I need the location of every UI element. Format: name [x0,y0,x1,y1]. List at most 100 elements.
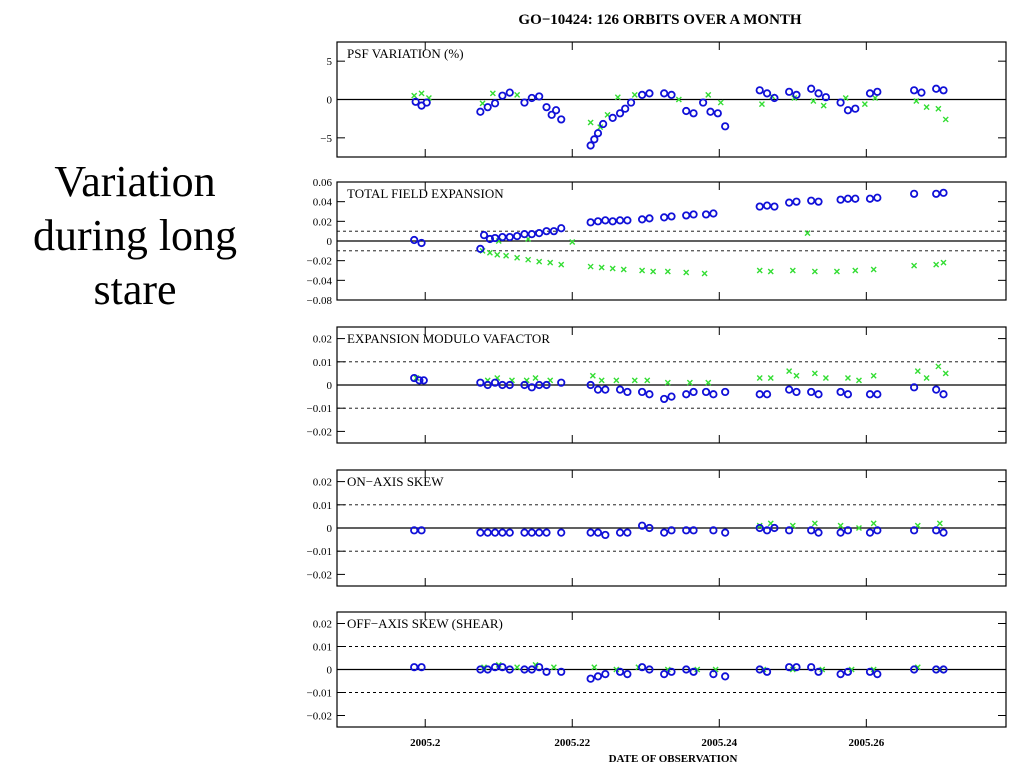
blue-point [721,122,730,131]
blue-point [932,84,941,93]
green-point [536,258,543,265]
green-point [525,256,532,263]
y-tick-label: 5 [327,56,333,68]
blue-point [535,663,544,672]
blue-point [542,528,551,537]
blue-point [557,528,566,537]
x-tick-label: 2005.26 [848,737,884,749]
blue-point [873,193,882,202]
blue-point [637,663,647,672]
blue-point [601,385,610,394]
blue-point [785,663,794,672]
blue-point [527,665,536,674]
blue-point [593,217,603,226]
blue-point [615,109,625,118]
blue-point [476,244,485,253]
blue-point [505,665,514,674]
green-point [495,661,502,668]
blue-point [623,216,632,225]
blue-point [608,217,617,226]
green-point [913,98,920,105]
blue-point [932,189,941,198]
blue-point [483,528,492,537]
blue-point [939,86,948,95]
blue-point [498,232,507,242]
blue-point [535,92,544,101]
blue-point [807,84,816,93]
green-point [870,266,877,273]
green-point [810,98,817,105]
blue-point [851,194,860,203]
blue-point [601,669,610,679]
blue-point [873,87,882,96]
blue-point [660,394,669,404]
blue-point [527,93,536,103]
blue-point [873,390,882,399]
blue-point [843,667,853,676]
blue-point [623,669,632,679]
y-tick-label: −0.02 [307,426,332,438]
blue-point [807,387,816,397]
blue-point [762,526,772,535]
blue-point [542,667,551,676]
green-point [872,94,879,101]
green-point [940,259,947,266]
panel-2: 0.06 0.04 0.02 0 −0.02 −0.04 −0.08 TOTAL FIELD … [307,177,1007,307]
blue-point [762,89,772,98]
green-point [613,666,620,673]
chart-title: GO−10424: 126 ORBITS OVER A MONTH [518,12,801,28]
blue-point [785,87,794,96]
blue-point [520,380,529,390]
blue-point [498,91,507,100]
blue-point [814,89,823,98]
panel-title: TOTAL FIELD EXPANSION [347,186,504,201]
y-tick-label: −0.01 [307,546,332,558]
green-point [923,104,930,111]
blue-point [792,387,801,397]
blue-point [645,89,654,98]
green-point [587,263,594,270]
green-point [914,368,921,375]
green-point [613,377,620,384]
blue-point [843,390,853,399]
blue-point [490,378,500,387]
green-point [942,370,949,377]
blue-point [682,665,691,674]
blue-point [590,135,599,144]
blue-point [415,376,424,385]
green-point [489,90,496,97]
y-tick-label: 0 [327,523,333,535]
blue-point [542,227,551,236]
blue-point [476,665,485,674]
green-point [837,522,844,529]
green-point [833,268,840,275]
green-point [532,375,539,382]
blue-point [505,528,514,537]
blue-point [755,390,764,399]
blue-point [490,528,500,537]
blue-point [755,523,764,533]
blue-point [721,672,730,681]
blue-point [721,528,730,537]
green-point [494,251,501,258]
blue-point [549,227,558,236]
blue-point [709,209,718,218]
blue-point [410,526,419,535]
green-point [758,101,765,108]
blue-point [843,194,853,203]
green-point [411,92,418,99]
green-point [855,377,862,384]
y-tick-label: −0.01 [307,688,332,700]
blue-point [689,210,698,219]
blue-point [601,530,610,540]
y-tick-label: −0.04 [307,275,333,287]
green-point [822,375,829,382]
green-point [639,267,646,274]
blue-point [873,526,882,535]
blue-point [836,669,845,679]
blue-point [721,387,730,397]
blue-point [910,665,919,674]
green-point [786,368,793,375]
blue-point [593,528,603,537]
